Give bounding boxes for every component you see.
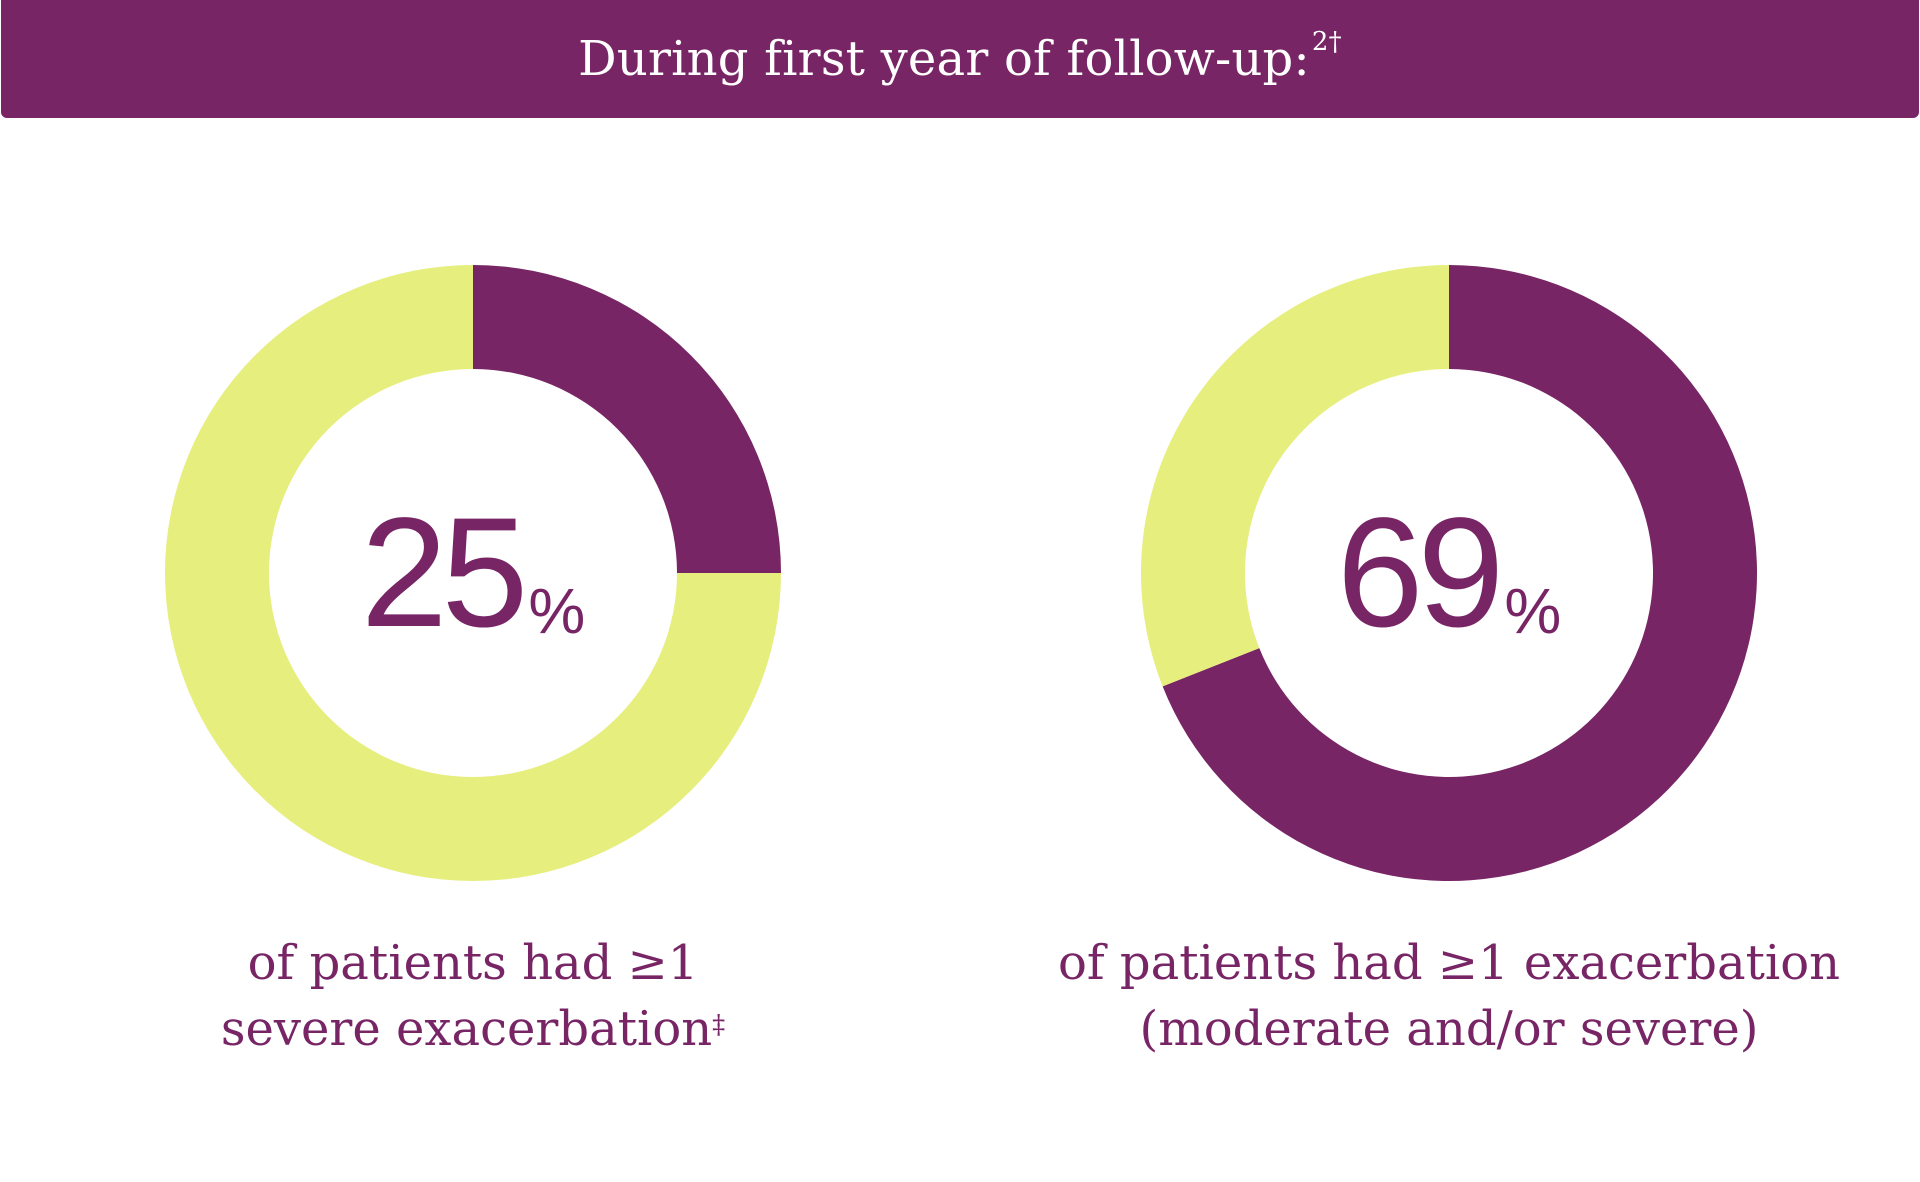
donut-chart-severe-exacerbation: 25 % [165, 265, 781, 881]
percent-sign: % [1504, 575, 1562, 647]
center-value: 69 [1336, 486, 1505, 660]
donut-slice-remainder [1141, 265, 1449, 687]
donut-slice-highlight [1162, 265, 1757, 881]
page-title: During first year of follow-up:2† [578, 29, 1342, 83]
caption-line: (moderate and/or severe) [1139, 1001, 1759, 1057]
caption-footnote-marker: ‡ [712, 1010, 726, 1040]
center-label: 25 % [165, 265, 781, 881]
percent-sign: % [528, 575, 586, 647]
title-text: During first year of follow-up: [578, 31, 1310, 87]
caption-severe-exacerbation: of patients had ≥1 severe exacerbation‡ [115, 930, 831, 1062]
caption-line: severe exacerbation‡ [115, 996, 831, 1062]
caption-line: of patients had ≥1 [247, 935, 699, 991]
donut-svg [165, 265, 781, 881]
donut-slice-highlight [473, 265, 781, 573]
title-footnote-marker: 2† [1311, 27, 1342, 57]
donut-slice-remainder [165, 265, 781, 881]
caption-line-text: severe exacerbation [220, 1001, 713, 1057]
caption-line: of patients had ≥1 exacerbation [1057, 935, 1841, 991]
center-label: 69 % [1141, 265, 1757, 881]
header-banner: During first year of follow-up:2† [1, 0, 1919, 118]
center-value: 25 [360, 486, 529, 660]
caption-any-exacerbation: of patients had ≥1 exacerbation (moderat… [1041, 930, 1857, 1062]
donut-svg [1141, 265, 1757, 881]
donut-chart-any-exacerbation: 69 % [1141, 265, 1757, 881]
